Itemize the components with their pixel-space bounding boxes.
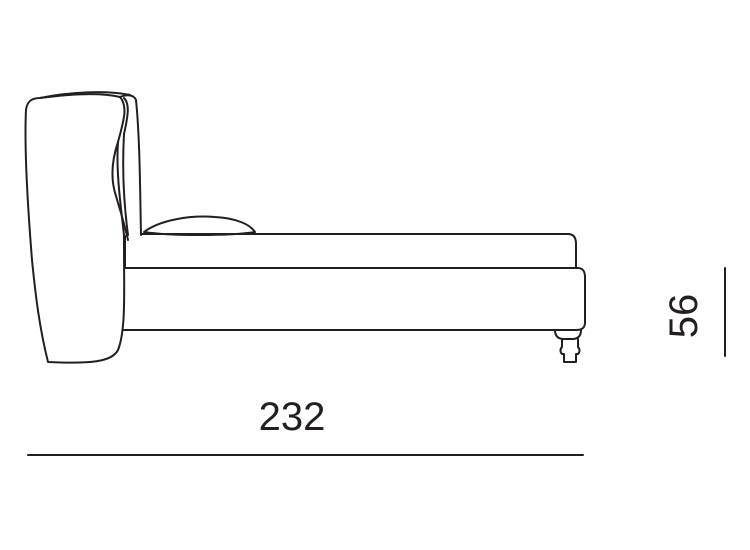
- turned-leg: [554, 329, 582, 363]
- headboard-top-roll: [39, 91, 131, 99]
- mattress: [124, 233, 577, 269]
- headboard-outer-shell: [24, 93, 126, 364]
- headboard-wing-line: [122, 97, 129, 236]
- length-dimension: 232: [27, 395, 584, 456]
- height-value: 56: [662, 294, 706, 339]
- height-dimension: 56: [662, 267, 726, 357]
- headboard-back-panel: [119, 94, 142, 236]
- headboard-crease: [111, 141, 129, 241]
- leg-body: [559, 338, 581, 363]
- leg-top-collar: [554, 329, 582, 340]
- bed-base: [122, 267, 586, 331]
- headboard: [24, 91, 142, 364]
- length-value: 232: [259, 395, 326, 439]
- pillow: [143, 215, 256, 236]
